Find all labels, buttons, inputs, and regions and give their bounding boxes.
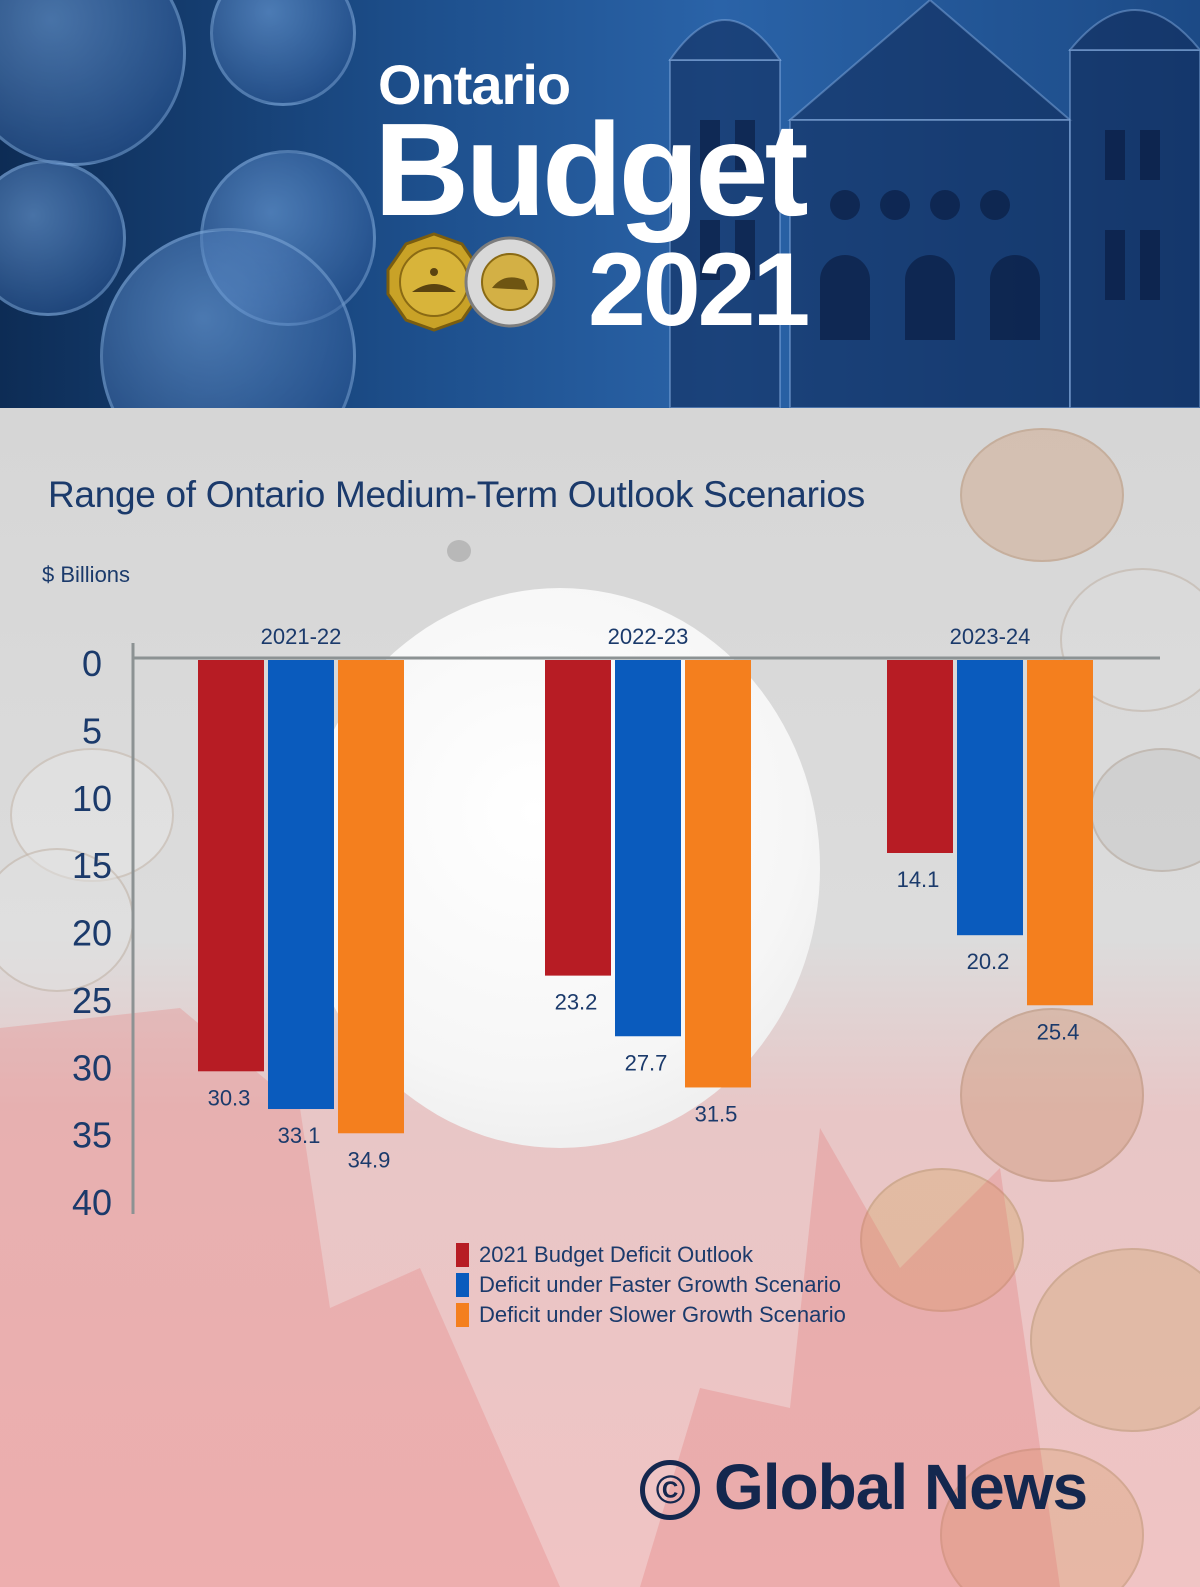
data-label: 34.9 bbox=[348, 1147, 391, 1172]
data-label: 27.7 bbox=[625, 1050, 668, 1075]
background-coin bbox=[1030, 1248, 1200, 1432]
logo-year: 2021 bbox=[588, 232, 810, 348]
y-tick-label: 25 bbox=[72, 980, 112, 1021]
data-label: 20.2 bbox=[967, 949, 1010, 974]
data-label: 14.1 bbox=[897, 867, 940, 892]
footer-credit: © Global News bbox=[640, 1450, 1088, 1524]
bar bbox=[198, 660, 264, 1072]
maple-leaf-illustration bbox=[0, 1008, 1060, 1587]
bar bbox=[957, 660, 1023, 936]
data-label: 31.5 bbox=[695, 1101, 738, 1126]
loonie-coin-icon bbox=[386, 232, 482, 332]
background-coin bbox=[940, 1448, 1144, 1587]
data-label: 25.4 bbox=[1037, 1019, 1080, 1044]
y-tick-label: 0 bbox=[82, 643, 102, 684]
logo-word-budget: Budget bbox=[374, 96, 809, 243]
chart-title: Range of Ontario Medium-Term Outlook Sce… bbox=[48, 474, 866, 515]
legend-label: 2021 Budget Deficit Outlook bbox=[479, 1242, 753, 1267]
toonie-coin-icon bbox=[464, 236, 556, 328]
category-label: 2021-22 bbox=[261, 624, 342, 649]
y-tick-label: 30 bbox=[72, 1047, 112, 1088]
legend-swatch bbox=[456, 1243, 469, 1267]
background-coin bbox=[0, 160, 126, 316]
y-tick-label: 10 bbox=[72, 778, 112, 819]
logo-word-ontario: Ontario bbox=[378, 53, 571, 116]
legend-item: Deficit under Slower Growth Scenario bbox=[456, 1300, 846, 1330]
legend-label: Deficit under Slower Growth Scenario bbox=[479, 1302, 846, 1327]
bar bbox=[545, 660, 611, 976]
category-label: 2023-24 bbox=[950, 624, 1031, 649]
y-tick-label: 40 bbox=[72, 1182, 112, 1223]
y-tick-label: 20 bbox=[72, 913, 112, 954]
background-coin bbox=[960, 1008, 1144, 1182]
background-coin bbox=[1090, 748, 1200, 872]
data-label: 23.2 bbox=[555, 990, 598, 1015]
data-label: 33.1 bbox=[278, 1123, 321, 1148]
bar bbox=[615, 660, 681, 1037]
legislature-building-illustration bbox=[668, 0, 1200, 408]
legend-swatch bbox=[456, 1303, 469, 1327]
header-banner: Ontario Budget 2021 bbox=[0, 0, 1200, 408]
background-coin bbox=[860, 1168, 1024, 1312]
background-coin bbox=[960, 428, 1124, 562]
piggy-bank-eye bbox=[447, 540, 471, 562]
y-tick-label: 15 bbox=[72, 845, 112, 886]
category-label: 2022-23 bbox=[608, 624, 689, 649]
credit-text: Global News bbox=[714, 1451, 1088, 1523]
y-axis-unit-label: $ Billions bbox=[42, 562, 131, 587]
bar bbox=[1027, 660, 1093, 1006]
legend-swatch bbox=[456, 1273, 469, 1297]
bar bbox=[338, 660, 404, 1134]
bar bbox=[685, 660, 751, 1088]
y-tick-label: 5 bbox=[82, 710, 102, 751]
bar bbox=[268, 660, 334, 1110]
chart-legend: 2021 Budget Deficit Outlook Deficit unde… bbox=[456, 1240, 846, 1330]
data-label: 30.3 bbox=[208, 1085, 251, 1110]
copyright-icon: © bbox=[640, 1460, 700, 1520]
bar bbox=[887, 660, 953, 853]
legend-label: Deficit under Faster Growth Scenario bbox=[479, 1272, 841, 1297]
legend-item: 2021 Budget Deficit Outlook bbox=[456, 1240, 846, 1270]
legend-item: Deficit under Faster Growth Scenario bbox=[456, 1270, 846, 1300]
y-tick-label: 35 bbox=[72, 1115, 112, 1156]
